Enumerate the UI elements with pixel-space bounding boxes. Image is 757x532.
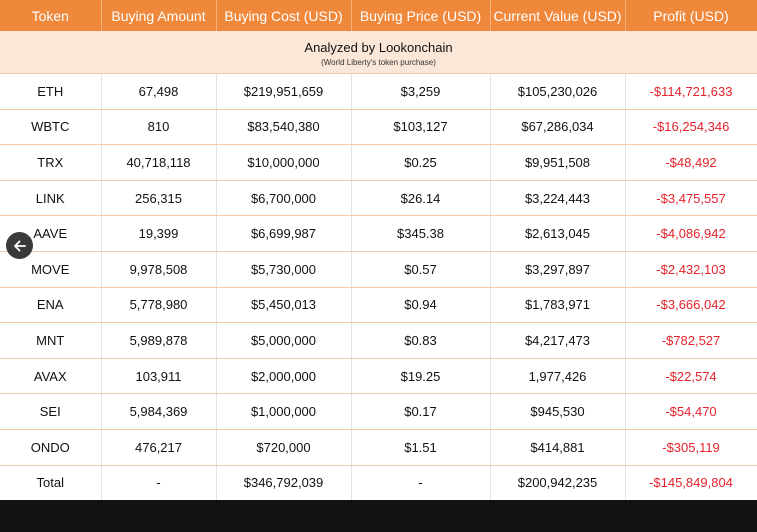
token-cell: ENA (0, 287, 102, 324)
amount-cell: 5,984,369 (101, 393, 217, 430)
price-cell: - (351, 465, 491, 500)
value-cell: $200,942,235 (490, 465, 626, 500)
cost-cell: $1,000,000 (216, 393, 352, 430)
cost-cell: $2,000,000 (216, 358, 352, 395)
cost-cell: $10,000,000 (216, 144, 352, 181)
amount-cell: 256,315 (101, 180, 217, 217)
amount-cell: 67,498 (101, 73, 217, 110)
profit-cell: -$22,574 (625, 358, 757, 395)
amount-cell: - (101, 465, 217, 500)
token-purchase-table-image: Token Buying Amount Buying Cost (USD) Bu… (0, 0, 757, 500)
profit-cell: -$305,119 (625, 429, 757, 466)
table-row: WBTC 810 $83,540,380 $103,127 $67,286,034 -$1… (0, 109, 757, 146)
header-token: Token (0, 0, 102, 31)
header-buying-amount: Buying Amount (101, 0, 217, 31)
profit-cell: -$4,086,942 (625, 215, 757, 252)
table-row: TRX 40,718,118 $10,000,000 $0.25 $9,951,508-… (0, 144, 757, 181)
price-cell: $345.38 (351, 215, 491, 252)
price-cell: $0.25 (351, 144, 491, 181)
token-cell: AVAX (0, 358, 102, 395)
profit-cell: -$48,492 (625, 144, 757, 181)
value-cell: 1,977,426 (490, 358, 626, 395)
value-cell: $945,530 (490, 393, 626, 430)
token-cell: TRX (0, 144, 102, 181)
cost-cell: $346,792,039 (216, 465, 352, 500)
header-buying-cost: Buying Cost (USD) (216, 0, 352, 31)
price-cell: $1.51 (351, 429, 491, 466)
profit-cell: -$3,666,042 (625, 287, 757, 324)
token-cell: ONDO (0, 429, 102, 466)
amount-cell: 19,399 (101, 215, 217, 252)
cost-cell: $5,450,013 (216, 287, 352, 324)
banner-row: Analyzed by Lookonchain (World Liberty's… (0, 31, 757, 74)
table-row: ENA 5,778,980 $5,450,013 $0.94 $1,783,971 -$3… (0, 287, 757, 324)
price-cell: $3,259 (351, 73, 491, 110)
value-cell: $414,881 (490, 429, 626, 466)
profit-cell: -$3,475,557 (625, 180, 757, 217)
amount-cell: 5,989,878 (101, 322, 217, 359)
arrow-left-icon (13, 240, 26, 251)
token-cell: SEI (0, 393, 102, 430)
value-cell: $2,613,045 (490, 215, 626, 252)
cost-cell: $6,699,987 (216, 215, 352, 252)
amount-cell: 5,778,980 (101, 287, 217, 324)
price-cell: $103,127 (351, 109, 491, 146)
price-cell: $0.94 (351, 287, 491, 324)
token-cell: ETH (0, 73, 102, 110)
amount-cell: 9,978,508 (101, 251, 217, 288)
token-cell: MNT (0, 322, 102, 359)
header-current-value: Current Value (USD) (490, 0, 626, 31)
table-row: ETH 67,498 $219,951,659 $3,259 $105,230,026-… (0, 73, 757, 110)
profit-cell: -$16,254,346 (625, 109, 757, 146)
amount-cell: 810 (101, 109, 217, 146)
header-buying-price: Buying Price (USD) (351, 0, 491, 31)
cost-cell: $6,700,000 (216, 180, 352, 217)
table-row: LINK 256,315 $6,700,000 $26.14 $3,224,443 -$3… (0, 180, 757, 217)
table-row: SEI 5,984,369 $1,000,000 $0.17 $945,530 -$54,… (0, 393, 757, 430)
price-cell: $19.25 (351, 358, 491, 395)
cost-cell: $720,000 (216, 429, 352, 466)
header-row: Token Buying Amount Buying Cost (USD) Bu… (0, 0, 757, 31)
table-row: AVAX 103,911 $2,000,000 $19.25 1,977,426 -$22… (0, 358, 757, 395)
value-cell: $9,951,508 (490, 144, 626, 181)
amount-cell: 103,911 (101, 358, 217, 395)
cost-cell: $219,951,659 (216, 73, 352, 110)
total-row: Total - $346,792,039- $200,942,235 -$145,849… (0, 465, 757, 500)
profit-cell: -$145,849,804 (625, 465, 757, 500)
table-row: MNT 5,989,878 $5,000,000 $0.83 $4,217,473 -$7… (0, 322, 757, 359)
header-profit: Profit (USD) (625, 0, 757, 31)
profit-cell: -$782,527 (625, 322, 757, 359)
value-cell: $3,224,443 (490, 180, 626, 217)
bottom-dark-strip (0, 500, 757, 532)
profit-cell: -$114,721,633 (625, 73, 757, 110)
value-cell: $67,286,034 (490, 109, 626, 146)
value-cell: $105,230,026 (490, 73, 626, 110)
price-cell: $0.57 (351, 251, 491, 288)
cost-cell: $5,000,000 (216, 322, 352, 359)
token-cell: Total (0, 465, 102, 500)
token-cell: LINK (0, 180, 102, 217)
banner-cell: Analyzed by Lookonchain (World Liberty's… (0, 31, 757, 74)
table-row: AAVE 19,399 $6,699,987 $345.38 $2,613,045 -$4… (0, 215, 757, 252)
cost-cell: $83,540,380 (216, 109, 352, 146)
profit-cell: -$54,470 (625, 393, 757, 430)
value-cell: $4,217,473 (490, 322, 626, 359)
back-button[interactable] (6, 232, 33, 259)
banner-subtitle: (World Liberty's token purchase) (321, 57, 436, 67)
table-row: ONDO 476,217 $720,000 $1.51 $414,881 -$305,11… (0, 429, 757, 466)
value-cell: $3,297,897 (490, 251, 626, 288)
amount-cell: 476,217 (101, 429, 217, 466)
cost-cell: $5,730,000 (216, 251, 352, 288)
price-cell: $0.83 (351, 322, 491, 359)
value-cell: $1,783,971 (490, 287, 626, 324)
table-row: MOVE 9,978,508 $5,730,000 $0.57 $3,297,897 -$… (0, 251, 757, 288)
token-table: Token Buying Amount Buying Cost (USD) Bu… (0, 0, 757, 500)
token-cell: WBTC (0, 109, 102, 146)
banner-title: Analyzed by Lookonchain (304, 39, 453, 55)
price-cell: $0.17 (351, 393, 491, 430)
price-cell: $26.14 (351, 180, 491, 217)
profit-cell: -$2,432,103 (625, 251, 757, 288)
amount-cell: 40,718,118 (101, 144, 217, 181)
